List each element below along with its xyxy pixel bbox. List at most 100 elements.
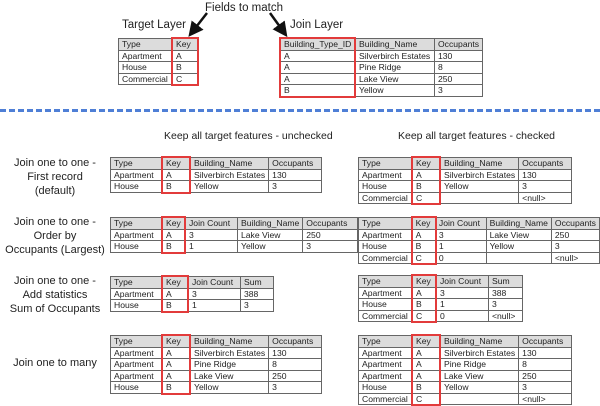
table-cell: 3 [436, 286, 489, 299]
column-header: Type [118, 38, 173, 51]
column-header: Building_Name [189, 157, 270, 170]
table-cell: House [110, 381, 163, 394]
column-header: Occupants [268, 157, 323, 170]
table-cell: 250 [433, 72, 484, 85]
table-row: Commercial C <null> [358, 392, 573, 405]
column-header: Building_Name [485, 217, 552, 230]
column-header: Type [358, 335, 413, 348]
table-cell: B [162, 381, 191, 394]
table-row: Commercial C 0 <null> [358, 309, 523, 322]
join-layer-table: Building_Type_ID Building_Name Occupants A S… [280, 38, 484, 97]
target-layer-title: Target Layer [122, 19, 186, 31]
header-row: Type Key Building_Name Occupants [110, 335, 323, 348]
table-row: House B Yellow 3 [358, 180, 573, 193]
column-header: Building_Name [439, 157, 520, 170]
table-cell: 3 [433, 84, 484, 97]
table-cell: A [412, 168, 441, 181]
table-cell: House [358, 240, 413, 253]
column-header: Occupants [268, 335, 323, 348]
column-header: Type [358, 217, 413, 230]
table-cell: B [411, 240, 436, 253]
table-cell: 250 [550, 228, 600, 241]
table-cell [439, 191, 520, 204]
table-row: Apartment A Silverbirch Estates 130 [110, 346, 323, 359]
column-header: Occupants [518, 157, 573, 170]
header-unchecked: Keep all target features - unchecked [164, 130, 333, 142]
column-header: Join Count [188, 276, 241, 289]
table-cell: 130 [268, 168, 323, 181]
column-header: Join Count [434, 217, 487, 230]
table-cell: Silverbirch Estates [439, 168, 520, 181]
one-to-many-unchecked-table: Type Key Building_Name Occupants Apartment A S… [110, 335, 323, 394]
table-cell: <null> [488, 309, 523, 322]
table-cell: B [412, 381, 441, 394]
table-cell: Apartment [358, 369, 413, 382]
section-label-first-record: Join one to one - First record (default) [14, 157, 96, 197]
statistics-unchecked-table: Type Key Join Count Sum Apartment A 3 388 House B… [110, 276, 274, 312]
table-cell: Apartment [110, 346, 163, 359]
table-cell: B [412, 298, 437, 311]
table-row: Apartment A Silverbirch Estates 130 [358, 168, 573, 181]
column-header: Key [162, 157, 191, 170]
table-cell: Yellow [189, 381, 270, 394]
column-header: Type [110, 276, 163, 289]
table-cell: 250 [518, 369, 573, 382]
table-cell: 3 [518, 381, 573, 394]
table-cell: Apartment [118, 49, 173, 62]
table-cell: 3 [488, 298, 523, 311]
table-cell: Lake View [355, 72, 435, 85]
table-cell: House [110, 299, 163, 312]
table-row: Commercial C 0 <null> [358, 251, 600, 264]
table-cell: 3 [240, 299, 274, 312]
table-cell: House [358, 298, 413, 311]
column-header: Key [412, 335, 441, 348]
order-by-unchecked-table: Type Key Join Count Building_Name Occupants A… [110, 217, 359, 253]
table-cell: 8 [518, 358, 573, 371]
table-row: B Yellow 3 [280, 84, 484, 97]
column-header: Building_Name [189, 335, 270, 348]
table-cell: Apartment [110, 358, 163, 371]
table-cell: 3 [302, 240, 359, 253]
table-cell: C [412, 392, 441, 405]
table-row: Apartment A Lake View 250 [358, 369, 573, 382]
table-cell: Pine Ridge [355, 61, 435, 74]
table-cell: Apartment [110, 228, 163, 241]
column-header: Occupants [433, 38, 484, 51]
column-header: Key [162, 217, 186, 230]
table-cell: Apartment [110, 168, 163, 181]
table-cell: A [162, 168, 191, 181]
table-row: Apartment A Silverbirch Estates 130 [110, 168, 323, 181]
table-cell: B [412, 180, 441, 193]
column-header: Type [110, 157, 163, 170]
table-row: House B 1 3 [358, 298, 523, 311]
table-cell: Apartment [358, 358, 413, 371]
table-row: Apartment A 3 Lake View 250 [110, 228, 359, 241]
table-cell: <null> [518, 392, 573, 405]
table-cell: 3 [188, 287, 241, 300]
table-cell: Silverbirch Estates [189, 346, 270, 359]
table-cell: 0 [434, 251, 487, 264]
column-header: Sum [488, 275, 523, 288]
table-cell: A [162, 358, 191, 371]
header-row: Building_Type_ID Building_Name Occupants [280, 38, 484, 51]
column-header: Key [412, 275, 437, 288]
table-cell: Apartment [358, 168, 413, 181]
table-cell: B [162, 180, 191, 193]
first-record-unchecked-table: Type Key Building_Name Occupants Apartment A S… [110, 157, 323, 193]
table-cell: Lake View [189, 369, 270, 382]
table-cell: House [118, 61, 173, 74]
table-cell [439, 392, 520, 405]
table-row: Apartment A Pine Ridge 8 [358, 358, 573, 371]
table-cell: 388 [240, 287, 274, 300]
table-cell: 8 [268, 358, 323, 371]
table-cell: C [412, 309, 437, 322]
table-cell: <null> [518, 191, 573, 204]
column-header: Occupants [302, 217, 359, 230]
table-cell: A [412, 286, 437, 299]
table-cell: B [280, 84, 356, 97]
column-header: Building_Name [236, 217, 304, 230]
table-cell: 3 [518, 180, 573, 193]
column-header: Join Count [185, 217, 238, 230]
table-cell: 388 [488, 286, 523, 299]
table-cell [485, 251, 552, 264]
